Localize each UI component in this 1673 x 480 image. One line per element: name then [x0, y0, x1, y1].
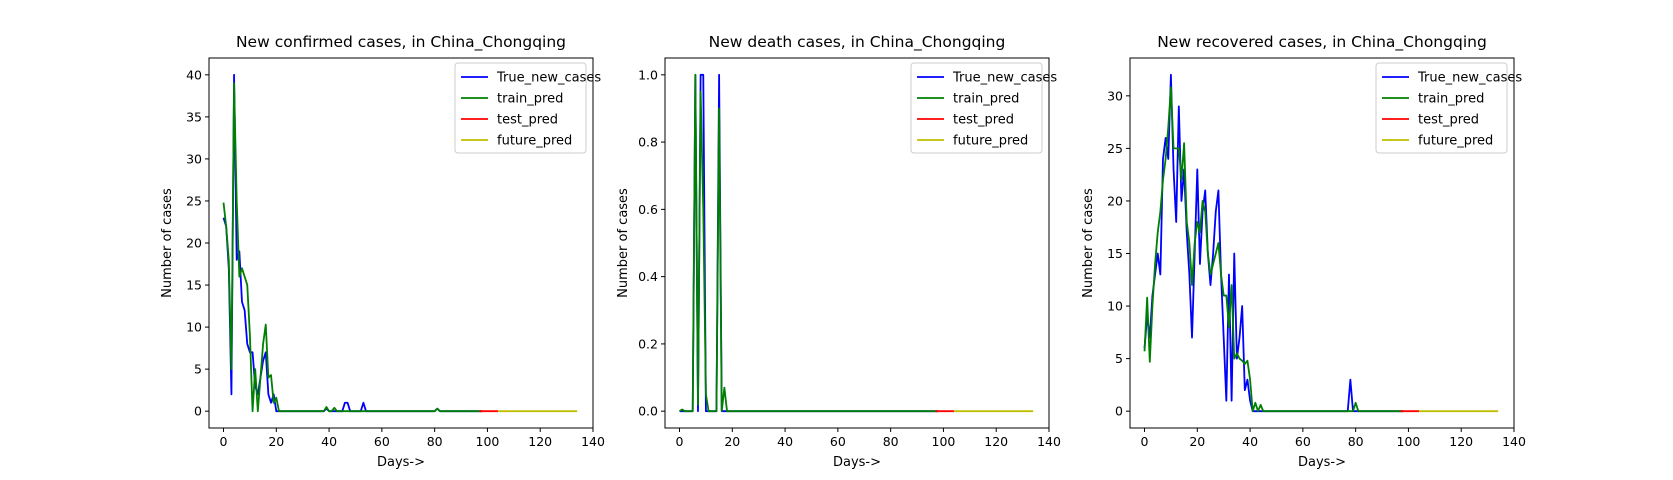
chart-panel-1: New confirmed cases, in China_Chongqing 0…	[160, 33, 605, 470]
series-group	[1143, 73, 1499, 413]
legend-label-test-pred: test_pred	[1418, 113, 1479, 128]
series-group	[222, 73, 578, 413]
y-tick-label: 30	[1107, 88, 1123, 103]
x-tick-label: 60	[1295, 434, 1311, 449]
y-tick-label: 15	[1107, 246, 1123, 261]
x-tick-label: 40	[777, 434, 793, 449]
axes-frame	[664, 57, 1050, 429]
x-tick-label: 120	[528, 434, 552, 449]
x-axis-label: Days->	[1298, 455, 1346, 470]
legend: True_new_cases train_pred test_pred future_…	[1375, 62, 1522, 154]
legend-label-future-pred: future_pred	[497, 134, 572, 149]
y-tick-label: 0.0	[638, 404, 658, 419]
y-tick-label: 0	[1115, 404, 1123, 419]
chart-title: New recovered cases, in China_Chongqing	[1157, 33, 1487, 52]
x-tick-label: 80	[883, 434, 899, 449]
series-line-true-new-cases	[1143, 73, 1404, 413]
legend-label-true-new-cases: True_new_cases	[1417, 71, 1522, 86]
x-tick-label: 60	[374, 434, 390, 449]
legend-label-train-pred: train_pred	[1418, 92, 1484, 107]
legend-box	[454, 62, 587, 154]
x-tick-label: 20	[724, 434, 740, 449]
y-tick-label: 5	[1115, 351, 1123, 366]
x-tick-label: 20	[1189, 434, 1205, 449]
legend-label-train-pred: train_pred	[497, 92, 563, 107]
x-tick-label: 0	[220, 434, 228, 449]
x-tick-label: 140	[1037, 434, 1061, 449]
y-tick-label: 0.6	[638, 202, 658, 217]
y-tick-label: 0.4	[638, 269, 658, 284]
legend-label-true-new-cases: True_new_cases	[496, 71, 601, 86]
y-tick-label: 25	[1107, 141, 1123, 156]
legend: True_new_cases train_pred test_pred future_…	[910, 62, 1057, 154]
legend-label-train-pred: train_pred	[953, 92, 1019, 107]
axes-frame	[1129, 57, 1515, 429]
x-tick-label: 0	[676, 434, 684, 449]
x-tick-label: 20	[268, 434, 284, 449]
x-tick-label: 100	[932, 434, 956, 449]
x-tick-label: 140	[581, 434, 605, 449]
legend-label-test-pred: test_pred	[497, 113, 558, 128]
x-tick-label: 80	[427, 434, 443, 449]
x-tick-label: 80	[1348, 434, 1364, 449]
y-tick-label: 20	[1107, 193, 1123, 208]
legend-label-future-pred: future_pred	[953, 134, 1028, 149]
y-tick-label: 30	[186, 151, 202, 166]
x-tick-label: 100	[476, 434, 500, 449]
y-tick-label: 5	[194, 362, 202, 377]
y-tick-label: 10	[186, 320, 202, 335]
chart-panel-3: New recovered cases, in China_Chongqing 0…	[1081, 33, 1526, 470]
y-tick-label: 15	[186, 278, 202, 293]
x-tick-label: 40	[1242, 434, 1258, 449]
x-tick-label: 100	[1397, 434, 1421, 449]
legend: True_new_cases train_pred test_pred future_…	[454, 62, 601, 154]
x-tick-label: 140	[1502, 434, 1526, 449]
series-line-train-pred	[679, 73, 939, 413]
chart-title: New confirmed cases, in China_Chongqing	[236, 33, 566, 52]
y-tick-label: 10	[1107, 299, 1123, 314]
x-tick-label: 40	[321, 434, 337, 449]
y-axis-label: Number of cases	[1081, 188, 1096, 298]
x-tick-label: 120	[1449, 434, 1473, 449]
x-axis-label: Days->	[833, 455, 881, 470]
series-group	[679, 73, 1034, 413]
series-line-train-pred	[222, 82, 483, 413]
y-tick-label: 25	[186, 193, 202, 208]
x-tick-label: 60	[830, 434, 846, 449]
y-tick-label: 0.2	[638, 336, 658, 351]
legend-label-test-pred: test_pred	[953, 113, 1014, 128]
legend-label-true-new-cases: True_new_cases	[952, 71, 1057, 86]
chart-title: New death cases, in China_Chongqing	[709, 33, 1006, 52]
y-axis-label: Number of cases	[160, 188, 175, 298]
y-tick-label: 40	[186, 67, 202, 82]
y-axis-label: Number of cases	[616, 188, 631, 298]
chart-panel-2: New death cases, in China_Chongqing 0 20 40…	[616, 33, 1061, 470]
y-tick-label: 0	[194, 404, 202, 419]
legend-box	[910, 62, 1043, 154]
y-tick-label: 0.8	[638, 135, 658, 150]
series-line-train-pred	[1143, 86, 1404, 413]
y-tick-label: 35	[186, 109, 202, 124]
y-tick-label: 1.0	[638, 67, 658, 82]
y-tick-label: 20	[186, 236, 202, 251]
legend-box	[1375, 62, 1508, 154]
x-tick-label: 0	[1141, 434, 1149, 449]
x-axis-label: Days->	[377, 455, 425, 470]
legend-label-future-pred: future_pred	[1418, 134, 1493, 149]
x-tick-label: 120	[984, 434, 1008, 449]
